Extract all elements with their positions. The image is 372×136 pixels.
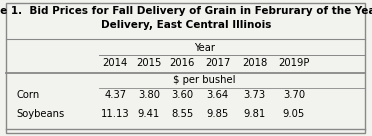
Text: 2019P: 2019P — [278, 58, 310, 68]
Text: 9.05: 9.05 — [283, 109, 305, 120]
Text: 3.73: 3.73 — [244, 90, 266, 101]
Text: Soybeans: Soybeans — [17, 109, 65, 120]
Text: 9.81: 9.81 — [244, 109, 266, 120]
Text: 3.80: 3.80 — [138, 90, 160, 101]
Text: 8.55: 8.55 — [171, 109, 193, 120]
Text: 4.37: 4.37 — [104, 90, 126, 101]
Text: Year: Year — [194, 43, 215, 53]
Text: 2014: 2014 — [103, 58, 128, 68]
Text: 3.64: 3.64 — [206, 90, 229, 101]
Text: $ per bushel: $ per bushel — [173, 75, 236, 86]
Text: 11.13: 11.13 — [101, 109, 129, 120]
Text: Table 1.  Bid Prices for Fall Delivery of Grain in Februrary of the Year of: Table 1. Bid Prices for Fall Delivery of… — [0, 6, 372, 16]
Text: 9.85: 9.85 — [206, 109, 229, 120]
Text: 2018: 2018 — [242, 58, 267, 68]
Text: 3.70: 3.70 — [283, 90, 305, 101]
Text: 2017: 2017 — [205, 58, 230, 68]
Text: Corn: Corn — [17, 90, 40, 101]
Text: 2015: 2015 — [136, 58, 161, 68]
Text: 3.60: 3.60 — [171, 90, 193, 101]
Text: 9.41: 9.41 — [138, 109, 160, 120]
Text: 2016: 2016 — [170, 58, 195, 68]
Text: Delivery, East Central Illinois: Delivery, East Central Illinois — [101, 20, 271, 30]
